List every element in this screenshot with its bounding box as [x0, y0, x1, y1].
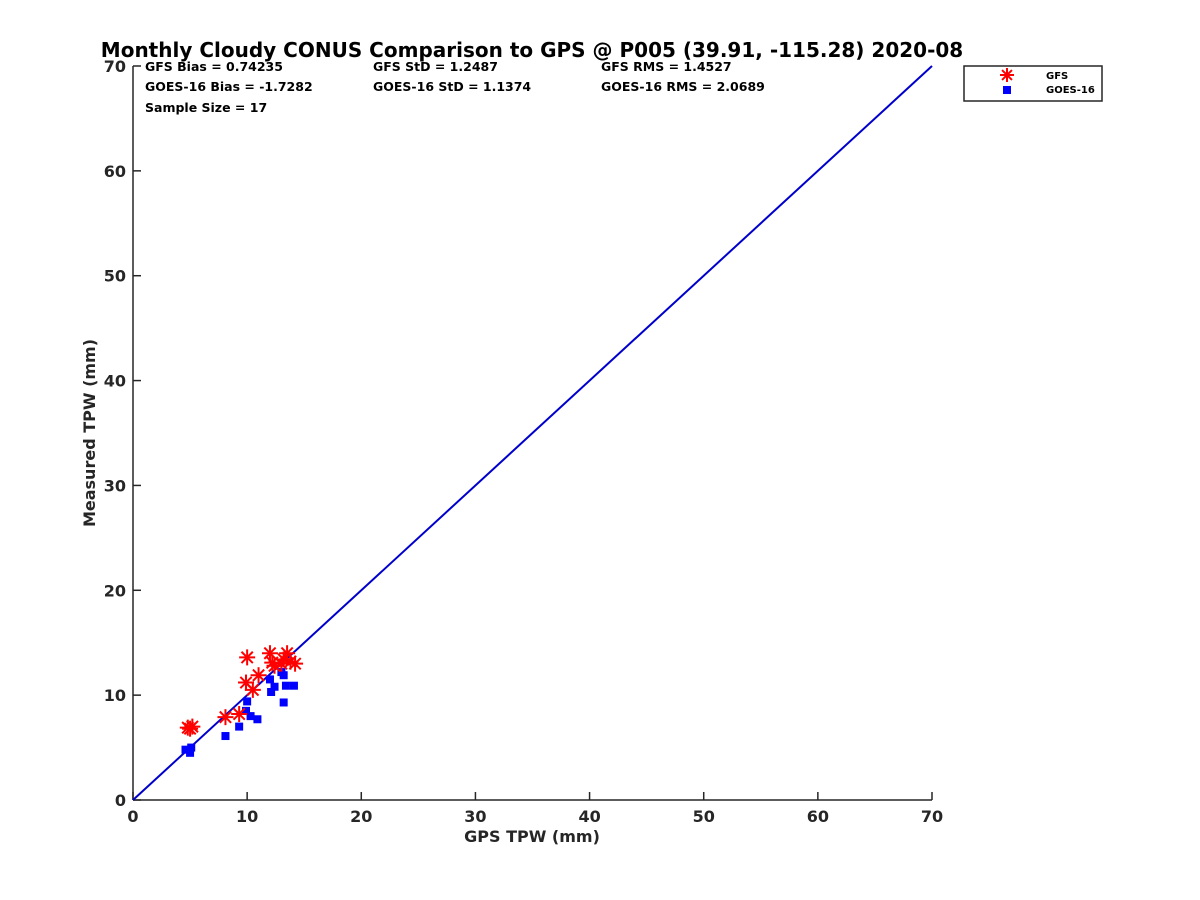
y-tick-label-0: 0: [115, 791, 126, 810]
point-gfs-2: [184, 718, 201, 735]
series-goes-16: [181, 668, 298, 757]
legend-asterisk-icon: [1000, 68, 1014, 82]
y-tick-label-30: 30: [104, 476, 126, 495]
legend-label-gfs: GFS: [1046, 71, 1068, 82]
stat-goes-bias: GOES-16 Bias = -1.7282: [145, 79, 313, 94]
point-goes-16-10: [267, 687, 276, 696]
x-tick-label-30: 30: [464, 807, 486, 826]
stat-goes-rms: GOES-16 RMS = 2.0689: [601, 79, 765, 94]
x-ticks: 0 10 20 30 40 50 60 70: [127, 792, 943, 826]
x-tick-label-40: 40: [578, 807, 600, 826]
point-goes-16-14: [279, 698, 288, 707]
stat-goes-std: GOES-16 StD = 1.1374: [373, 79, 531, 94]
point-gfs-7: [244, 681, 261, 698]
point-goes-16-1: [186, 748, 195, 757]
point-goes-16-13: [279, 671, 288, 680]
y-axis-label: Measured TPW (mm): [80, 339, 99, 527]
y-tick-label-60: 60: [104, 162, 126, 181]
stat-gfs-rms: GFS RMS = 1.4527: [601, 59, 732, 74]
legend-marker-goes-16-icon: [1003, 86, 1011, 94]
stat-gfs-std: GFS StD = 1.2487: [373, 59, 498, 74]
legend: GFS GOES-16: [963, 65, 1103, 102]
legend-box: [963, 65, 1103, 102]
point-goes-16-6: [243, 697, 252, 706]
legend-label-goes-16: GOES-16: [1046, 85, 1095, 96]
point-goes-16-7: [246, 712, 255, 721]
point-gfs-4: [231, 706, 248, 723]
legend-square-icon: [1003, 86, 1011, 94]
point-goes-16-4: [235, 722, 244, 731]
point-gfs-6: [238, 674, 255, 691]
y-tick-label-50: 50: [104, 267, 126, 286]
legend-marker-gfs-icon: [1000, 68, 1014, 82]
chart-title: Monthly Cloudy CONUS Comparison to GPS @…: [101, 38, 963, 62]
point-goes-16-8: [253, 715, 262, 724]
series-gfs: [179, 645, 304, 737]
y-tick-label-20: 20: [104, 581, 126, 600]
y-ticks: 0 10 20 30 40 50 60 70: [104, 57, 141, 810]
point-goes-16-3: [221, 732, 230, 741]
point-gfs-9: [261, 645, 278, 662]
point-goes-16-16: [289, 681, 298, 690]
data-series: [179, 645, 304, 757]
y-tick-label-40: 40: [104, 372, 126, 391]
point-goes-16-5: [242, 706, 251, 715]
x-tick-label-50: 50: [693, 807, 715, 826]
point-gfs-3: [217, 709, 234, 726]
point-goes-16-11: [270, 682, 279, 691]
point-goes-16-2: [187, 743, 196, 752]
x-tick-label-0: 0: [127, 807, 138, 826]
axes: [132, 66, 932, 801]
point-goes-16-15: [281, 681, 290, 690]
point-goes-16-9: [265, 675, 274, 684]
point-gfs-5: [239, 649, 256, 666]
x-tick-label-70: 70: [921, 807, 943, 826]
point-gfs-8: [250, 667, 267, 684]
point-goes-16-0: [181, 745, 190, 754]
point-gfs-16: [287, 655, 304, 672]
x-tick-label-60: 60: [807, 807, 829, 826]
stat-sample-size: Sample Size = 17: [145, 100, 267, 115]
stats-block: GFS Bias = 0.74235 GFS StD = 1.2487 GFS …: [145, 59, 765, 115]
y-tick-label-10: 10: [104, 686, 126, 705]
stat-gfs-bias: GFS Bias = 0.74235: [145, 59, 283, 74]
y-tick-label-70: 70: [104, 57, 126, 76]
x-tick-label-10: 10: [236, 807, 258, 826]
x-axis-label: GPS TPW (mm): [464, 827, 600, 846]
x-tick-label-20: 20: [350, 807, 372, 826]
